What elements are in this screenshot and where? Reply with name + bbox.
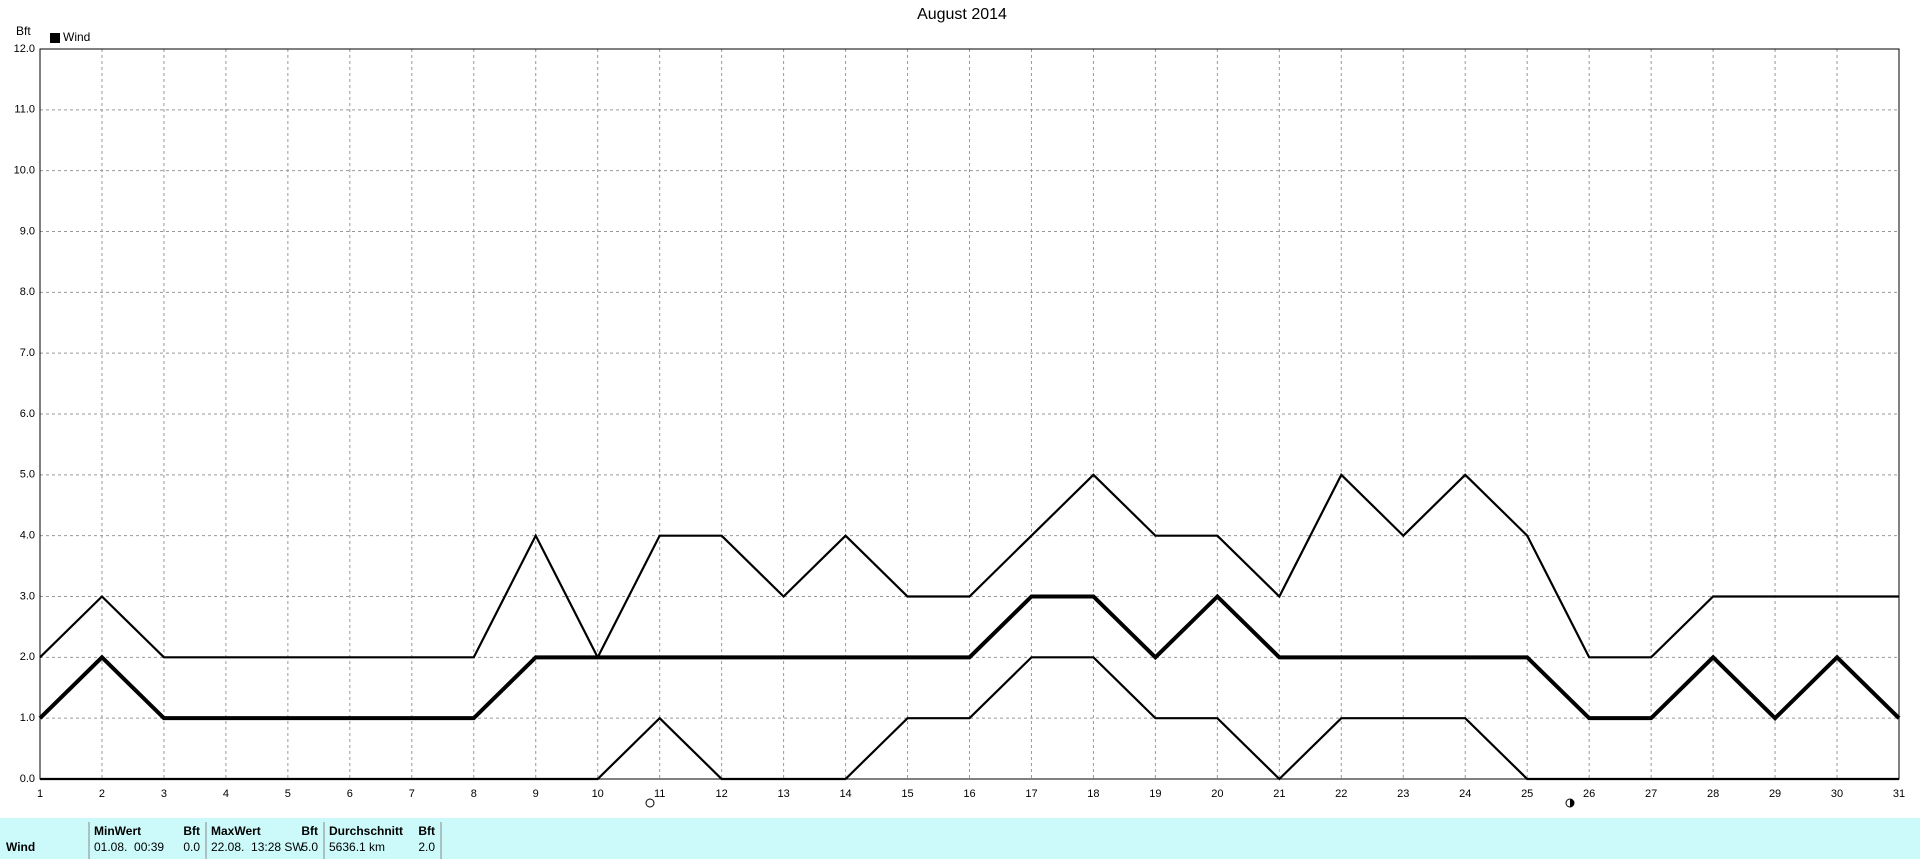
x-tick-label: 14 xyxy=(839,788,851,800)
x-tick-label: 2 xyxy=(99,788,105,800)
y-tick-label: 8.0 xyxy=(20,286,35,298)
x-tick-label: 21 xyxy=(1273,788,1285,800)
moon-new xyxy=(645,798,655,808)
x-tick-label: 25 xyxy=(1521,788,1533,800)
y-tick-label: 4.0 xyxy=(20,530,35,542)
y-tick-label: 10.0 xyxy=(14,165,35,177)
legend-swatch xyxy=(50,33,60,43)
y-tick-label: 2.0 xyxy=(20,651,35,663)
wind-line xyxy=(40,656,1899,781)
x-tick-label: 12 xyxy=(716,788,728,800)
legend-label: Wind xyxy=(63,30,90,44)
table-row-label: Wind xyxy=(6,840,35,854)
table-header: Durchschnitt xyxy=(329,824,403,838)
x-tick-label: 8 xyxy=(471,788,477,800)
table-header: MaxWert xyxy=(211,824,261,838)
y-axis-label: Bft xyxy=(16,24,31,38)
y-tick-label: 0.0 xyxy=(20,773,35,785)
table-value: 2.0 xyxy=(418,840,435,854)
x-tick-label: 6 xyxy=(347,788,353,800)
moon-half xyxy=(1570,799,1574,807)
x-tick-label: 20 xyxy=(1211,788,1223,800)
table-when: 01.08. 00:39 xyxy=(94,840,164,854)
table-unit: Bft xyxy=(183,824,200,838)
wind-line xyxy=(38,593,1901,721)
x-tick-label: 27 xyxy=(1645,788,1657,800)
x-tick-label: 22 xyxy=(1335,788,1347,800)
table-value: 5.0 xyxy=(301,840,318,854)
x-tick-label: 3 xyxy=(161,788,167,800)
y-tick-label: 5.0 xyxy=(20,469,35,481)
x-tick-label: 17 xyxy=(1025,788,1037,800)
y-tick-label: 7.0 xyxy=(20,347,35,359)
x-tick-label: 13 xyxy=(777,788,789,800)
x-tick-label: 31 xyxy=(1893,788,1905,800)
table-header: MinWert xyxy=(94,824,141,838)
table-unit: Bft xyxy=(418,824,435,838)
chart-title: August 2014 xyxy=(917,6,1007,23)
y-tick-label: 1.0 xyxy=(20,712,35,724)
table-unit: Bft xyxy=(301,824,318,838)
x-tick-label: 11 xyxy=(654,788,665,800)
x-tick-label: 5 xyxy=(285,788,291,800)
x-tick-label: 24 xyxy=(1459,788,1471,800)
summary-band xyxy=(0,818,1920,859)
y-tick-label: 12.0 xyxy=(14,43,35,55)
x-tick-label: 4 xyxy=(223,788,229,800)
x-tick-label: 9 xyxy=(533,788,539,800)
x-tick-label: 10 xyxy=(592,788,604,800)
x-tick-label: 15 xyxy=(901,788,913,800)
x-tick-label: 29 xyxy=(1769,788,1781,800)
x-tick-label: 28 xyxy=(1707,788,1719,800)
x-tick-label: 26 xyxy=(1583,788,1595,800)
x-tick-label: 16 xyxy=(963,788,975,800)
x-tick-label: 7 xyxy=(409,788,415,800)
table-when: 5636.1 km xyxy=(329,840,385,854)
x-tick-label: 19 xyxy=(1149,788,1161,800)
table-when: 22.08. 13:28 SW xyxy=(211,840,304,854)
y-tick-label: 11.0 xyxy=(14,104,35,116)
plot-frame xyxy=(39,48,1900,780)
x-tick-label: 1 xyxy=(37,788,43,800)
x-tick-label: 18 xyxy=(1087,788,1099,800)
y-tick-label: 9.0 xyxy=(20,225,35,237)
x-tick-label: 23 xyxy=(1397,788,1409,800)
y-tick-label: 3.0 xyxy=(20,590,35,602)
x-tick-label: 30 xyxy=(1831,788,1843,800)
moon-icons xyxy=(645,798,1575,808)
y-tick-label: 6.0 xyxy=(20,408,35,420)
table-value: 0.0 xyxy=(183,840,200,854)
wind-line xyxy=(39,472,1899,660)
